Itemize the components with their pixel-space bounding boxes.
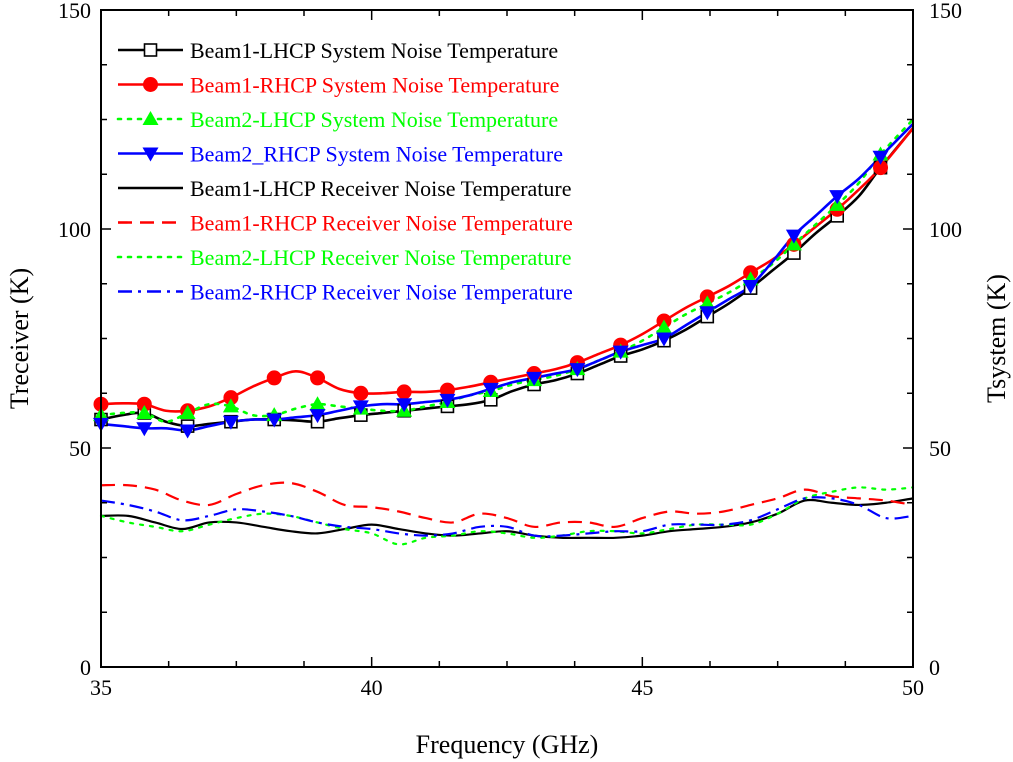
series-4-point (482, 382, 499, 397)
legend-label-1: Beam1-LHCP System Noise Temperature (190, 38, 558, 63)
y-tick-label: 50 (69, 436, 91, 461)
y-tick-label: 150 (58, 0, 91, 23)
series-line-7 (99, 486, 915, 546)
series-4-point (569, 363, 586, 378)
series-4-point (396, 398, 413, 413)
legend-marker-4 (142, 147, 159, 162)
legend-label-7: Beam2-LHCP Receiver Noise Temperature (190, 245, 572, 270)
legend-marker-2 (143, 77, 158, 92)
legend-marker-1 (143, 43, 158, 57)
legend-marker-3 (142, 111, 159, 125)
series-4-point (352, 400, 369, 415)
series-4-point (266, 413, 283, 428)
series-3-point (655, 319, 672, 334)
y-tick-label: 0 (80, 655, 91, 680)
legend-label-6: Beam1-RHCP Receiver Noise Temperature (190, 211, 573, 236)
series-4-point (612, 345, 629, 360)
series-2-point (396, 384, 412, 400)
series-3-point (179, 404, 196, 419)
y-axis-title: Treceiver (K) (5, 268, 34, 409)
series-3-point (222, 398, 239, 413)
series-line-6 (100, 481, 914, 528)
x-tick-label: 50 (902, 675, 924, 700)
series-3-point (136, 404, 153, 419)
legend-label-4: Beam2_RHCP System Noise Temperature (190, 142, 563, 167)
legend-label-8: Beam2-RHCP Receiver Noise Temperature (190, 280, 573, 305)
series-4-point (222, 415, 239, 430)
series-2-point (353, 385, 369, 401)
x-tick-label: 45 (631, 675, 653, 700)
series-4-point (309, 409, 326, 424)
series-4-point (699, 306, 716, 321)
series-line-1 (100, 127, 915, 428)
series-4-point (179, 424, 196, 439)
y2-tick-label: 100 (929, 217, 962, 242)
y2-axis-title: Tsystem (K) (982, 274, 1011, 403)
series-line-8 (100, 496, 914, 538)
series-2-point (266, 370, 282, 386)
legend-label-3: Beam2-LHCP System Noise Temperature (190, 107, 558, 132)
y2-tick-label: 150 (929, 0, 962, 23)
series-4-point (785, 229, 802, 244)
x-tick-label: 35 (90, 675, 112, 700)
series-4-point (742, 279, 759, 294)
series-3-point (309, 396, 326, 411)
y-tick-label: 100 (58, 217, 91, 242)
x-tick-label: 40 (361, 675, 383, 700)
series-4-point (136, 422, 153, 437)
series-3-point (699, 295, 716, 310)
y2-tick-label: 50 (929, 436, 951, 461)
y2-tick-label: 0 (929, 655, 940, 680)
series-line-4 (100, 122, 914, 432)
legend-label-2: Beam1-RHCP System Noise Temperature (190, 73, 559, 98)
series-4-point (872, 150, 889, 165)
x-axis-title: Frequency (GHz) (416, 730, 599, 759)
series-4-point (526, 371, 543, 386)
legend-label-5: Beam1-LHCP Receiver Noise Temperature (190, 176, 572, 201)
markers-layer (93, 146, 889, 439)
series-4-point (439, 393, 456, 408)
series-4-point (829, 190, 846, 205)
series-4-point (655, 332, 672, 347)
series-2-point (310, 370, 326, 386)
legend: Beam1-LHCP System Noise Temperature Beam1… (116, 38, 573, 305)
